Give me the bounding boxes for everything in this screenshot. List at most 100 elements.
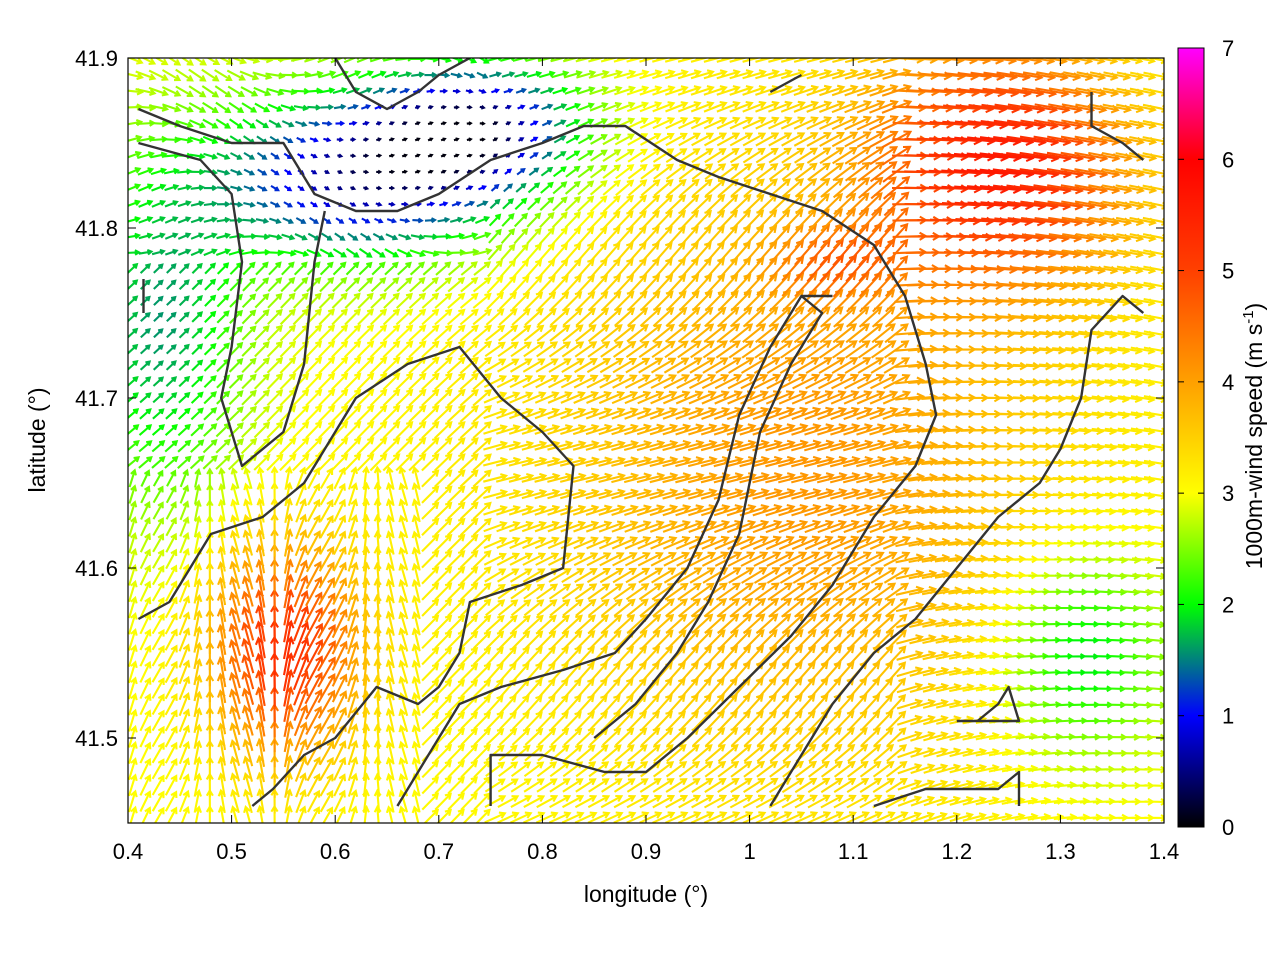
wind-arrow: [600, 341, 624, 358]
wind-arrow: [229, 722, 241, 751]
colorbar-tick-label: 5: [1222, 259, 1234, 284]
wind-arrow: [179, 531, 190, 554]
wind-arrow: [140, 500, 151, 520]
wind-arrow: [779, 567, 807, 584]
wind-arrow: [778, 503, 809, 517]
wind-arrow: [423, 808, 440, 823]
wind-arrow: [857, 551, 885, 567]
wind-arrow: [726, 488, 757, 500]
wind-arrow: [128, 676, 138, 700]
wind-arrow: [688, 535, 717, 550]
wind-arrow: [1144, 814, 1164, 822]
wind-arrow: [523, 341, 546, 358]
wind-arrow: [230, 514, 240, 539]
wind-arrow: [253, 421, 271, 439]
wind-arrow: [844, 373, 873, 390]
wind-arrow: [808, 743, 830, 763]
wind-arrow: [872, 811, 896, 823]
wind-arrow: [385, 498, 395, 523]
wind-arrow: [873, 693, 894, 716]
wind-arrow: [193, 515, 202, 538]
wind-arrow: [408, 404, 427, 423]
wind-arrow: [600, 598, 623, 617]
wind-arrow: [241, 687, 254, 721]
wind-arrow: [573, 520, 600, 533]
wind-arrow: [306, 773, 321, 797]
wind-arrow: [791, 488, 822, 500]
wind-arrow: [138, 424, 153, 436]
wind-arrow: [202, 438, 218, 454]
wind-arrow: [804, 406, 835, 421]
wind-arrow: [385, 659, 395, 685]
wind-arrow: [560, 374, 586, 389]
x-tick-label: 1.2: [942, 839, 973, 864]
wind-arrow: [194, 805, 202, 823]
wind-arrow: [139, 693, 152, 716]
wind-arrow: [625, 340, 650, 358]
wind-arrow: [178, 579, 191, 603]
wind-arrow: [318, 546, 335, 572]
wind-arrow: [598, 407, 626, 420]
wind-arrow: [534, 520, 560, 533]
wind-arrow: [638, 357, 664, 374]
wind-arrow: [229, 755, 241, 782]
wind-arrow: [651, 567, 677, 584]
wind-arrow: [385, 610, 395, 636]
wind-arrow: [588, 778, 610, 793]
wind-arrow: [510, 795, 533, 809]
wind-arrow: [294, 559, 309, 591]
wind-arrow: [332, 561, 347, 589]
wind-arrow: [573, 407, 600, 420]
wind-arrow: [843, 504, 874, 517]
wind-arrow: [781, 777, 805, 794]
wind-arrow: [460, 760, 479, 779]
wind-arrow: [599, 567, 625, 584]
wind-arrow: [524, 614, 544, 633]
wind-arrow: [511, 744, 531, 762]
wind-arrow: [165, 376, 178, 387]
wind-arrow: [572, 440, 600, 451]
wind-arrow: [675, 439, 705, 452]
wind-arrow: [896, 666, 924, 678]
wind-arrow: [305, 372, 323, 391]
wind-arrow: [356, 340, 375, 358]
wind-arrow: [781, 811, 806, 823]
wind-arrow: [871, 598, 896, 618]
wind-arrow: [562, 324, 584, 342]
wind-arrow: [408, 437, 427, 456]
wind-arrow: [398, 611, 409, 636]
wind-arrow: [398, 643, 409, 668]
wind-arrow: [522, 536, 547, 550]
wind-arrow: [459, 549, 479, 569]
wind-arrow: [701, 406, 731, 420]
wind-arrow: [241, 357, 257, 374]
wind-arrow: [152, 533, 165, 553]
wind-arrow: [805, 357, 833, 375]
wind-arrow: [650, 390, 678, 405]
wind-arrow: [459, 388, 479, 407]
wind-arrow: [446, 388, 466, 407]
wind-arrow: [309, 806, 321, 823]
wind-arrow: [523, 795, 546, 809]
wind-arrow: [561, 811, 585, 823]
wind-arrow: [548, 568, 572, 583]
wind-arrow: [521, 520, 547, 533]
wind-arrow: [627, 744, 648, 762]
wind-arrow: [830, 423, 861, 436]
wind-arrow: [293, 704, 309, 737]
wind-arrow: [434, 646, 453, 666]
wind-arrow: [483, 375, 508, 389]
wind-arrow: [1144, 524, 1164, 532]
wind-arrow: [459, 533, 479, 553]
wind-arrow: [624, 536, 652, 550]
wind-arrow: [770, 693, 790, 716]
wind-arrow: [139, 773, 152, 796]
wind-arrow: [216, 390, 231, 405]
wind-arrow: [923, 747, 949, 758]
wind-arrow: [164, 692, 178, 716]
wind-arrow: [626, 794, 650, 809]
wind-arrow: [675, 423, 705, 436]
wind-arrow: [164, 725, 178, 748]
wind-arrow: [1144, 765, 1164, 774]
wind-arrow: [411, 530, 421, 555]
